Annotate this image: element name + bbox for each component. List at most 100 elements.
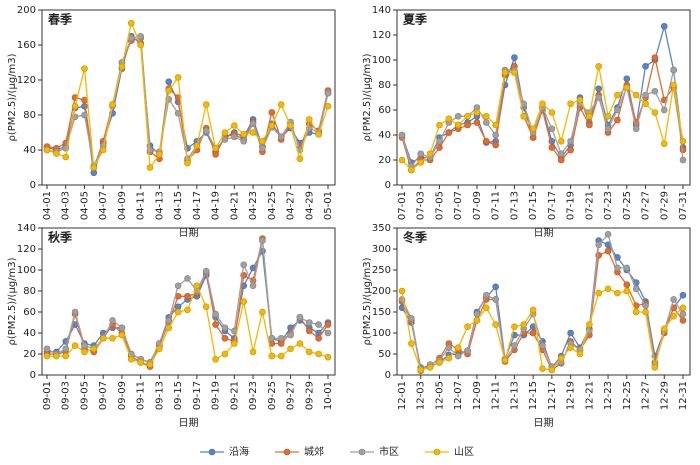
data-point xyxy=(632,285,640,293)
x-tick-label: 04-13 xyxy=(154,191,165,220)
data-point xyxy=(614,289,621,297)
data-point xyxy=(436,121,443,129)
y-tick-label: 0 xyxy=(385,370,391,381)
data-point xyxy=(137,359,144,366)
data-point xyxy=(109,334,116,342)
plot-frame xyxy=(41,9,336,186)
y-tick-label: 200 xyxy=(372,286,391,297)
x-axis-label: 日期 xyxy=(179,227,199,239)
data-point xyxy=(287,345,294,353)
x-axis-label: 日期 xyxy=(534,227,554,239)
data-point xyxy=(670,296,677,303)
data-point xyxy=(184,159,191,167)
y-tick-label: 40 xyxy=(378,130,391,141)
y-tick-label: 120 xyxy=(17,75,36,86)
data-point xyxy=(623,75,631,83)
data-point xyxy=(137,32,144,40)
data-point xyxy=(651,87,659,95)
x-tick-label: 09-29 xyxy=(304,381,315,410)
data-point xyxy=(445,344,453,352)
data-point xyxy=(146,164,154,171)
data-point xyxy=(511,69,518,76)
data-point xyxy=(212,144,219,152)
x-tick-label: 12-23 xyxy=(603,381,614,410)
data-point xyxy=(529,125,537,133)
data-point xyxy=(604,125,612,133)
x-tick-label: 12-11 xyxy=(491,381,502,410)
data-point xyxy=(567,329,574,337)
x-tick-label: 09-13 xyxy=(154,381,165,410)
data-point xyxy=(277,133,285,141)
data-point xyxy=(595,85,603,93)
legend-marker xyxy=(433,448,441,456)
y-tick-label: 20 xyxy=(23,349,36,360)
data-point xyxy=(595,62,603,70)
data-point xyxy=(296,313,304,321)
y-axis-label: ρ(PM2.5)/(μg/m3) xyxy=(362,257,373,345)
data-point xyxy=(62,153,70,161)
data-point xyxy=(501,69,509,76)
data-point xyxy=(408,166,415,174)
data-point xyxy=(529,329,537,337)
data-point xyxy=(324,102,332,110)
data-point xyxy=(660,325,668,333)
y-tick-label: 140 xyxy=(372,5,391,16)
data-point xyxy=(268,109,276,116)
x-tick-label: 07-31 xyxy=(678,191,689,220)
x-tick-label: 04-07 xyxy=(98,191,109,220)
data-point xyxy=(679,317,687,324)
x-tick-label: 09-03 xyxy=(61,381,72,410)
x-tick-label: 04-11 xyxy=(136,191,147,220)
panel-title: 秋季 xyxy=(48,230,73,245)
x-tick-label: 04-15 xyxy=(173,191,184,220)
data-point xyxy=(398,287,406,295)
panel-title: 冬季 xyxy=(403,230,428,245)
data-point xyxy=(586,121,593,129)
data-point xyxy=(408,340,415,347)
legend-label: 市区 xyxy=(379,445,399,458)
data-point xyxy=(436,359,443,366)
x-tick-label: 10-01 xyxy=(323,381,334,410)
data-point xyxy=(473,310,481,318)
data-point xyxy=(632,91,640,99)
y-tick-label: 20 xyxy=(378,155,391,166)
x-tick-label: 09-19 xyxy=(211,381,222,410)
x-tick-label: 12-13 xyxy=(509,381,520,410)
data-point xyxy=(109,101,116,108)
y-tick-label: 40 xyxy=(23,328,36,339)
data-point xyxy=(595,289,603,297)
data-point xyxy=(454,121,462,129)
y-tick-label: 150 xyxy=(372,307,391,318)
data-point xyxy=(305,319,313,326)
data-point xyxy=(464,347,471,354)
data-point xyxy=(473,119,481,126)
x-tick-label: 07-27 xyxy=(641,191,652,220)
data-point xyxy=(660,140,668,148)
data-point xyxy=(604,231,612,238)
data-point xyxy=(81,111,88,119)
panel-title: 春季 xyxy=(47,12,73,27)
data-point xyxy=(193,142,201,149)
data-point xyxy=(651,54,659,61)
x-tick-label: 07-25 xyxy=(622,191,633,220)
data-point xyxy=(651,109,659,116)
data-point xyxy=(202,101,210,108)
data-point xyxy=(492,131,499,139)
data-point xyxy=(231,133,238,141)
data-point xyxy=(623,281,631,289)
x-tick-label: 07-01 xyxy=(397,191,408,220)
data-point xyxy=(277,334,285,342)
data-point xyxy=(174,282,182,290)
x-tick-label: 09-25 xyxy=(267,381,278,410)
x-tick-label: 07-23 xyxy=(603,191,614,220)
x-tick-label: 09-27 xyxy=(286,381,297,410)
x-tick-label: 12-09 xyxy=(472,381,483,410)
data-point xyxy=(454,352,462,360)
data-point xyxy=(53,352,60,360)
data-point xyxy=(557,150,565,158)
data-point xyxy=(118,324,126,332)
data-point xyxy=(268,352,276,360)
data-point xyxy=(464,121,471,129)
data-point xyxy=(576,96,584,104)
data-point xyxy=(287,122,294,129)
